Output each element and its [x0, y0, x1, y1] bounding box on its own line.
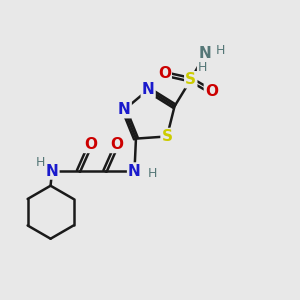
- Text: S: S: [185, 72, 196, 87]
- Text: H: H: [215, 44, 225, 57]
- Text: H: H: [36, 156, 45, 169]
- Text: S: S: [161, 129, 172, 144]
- Text: N: N: [128, 164, 141, 178]
- Text: N: N: [46, 164, 59, 178]
- Text: N: N: [142, 82, 155, 97]
- Text: H: H: [148, 167, 157, 180]
- Text: N: N: [199, 46, 212, 61]
- Text: O: O: [110, 137, 123, 152]
- Text: H: H: [198, 61, 207, 74]
- Text: O: O: [205, 84, 218, 99]
- Text: O: O: [84, 137, 97, 152]
- Text: N: N: [118, 102, 131, 117]
- Text: O: O: [158, 66, 171, 81]
